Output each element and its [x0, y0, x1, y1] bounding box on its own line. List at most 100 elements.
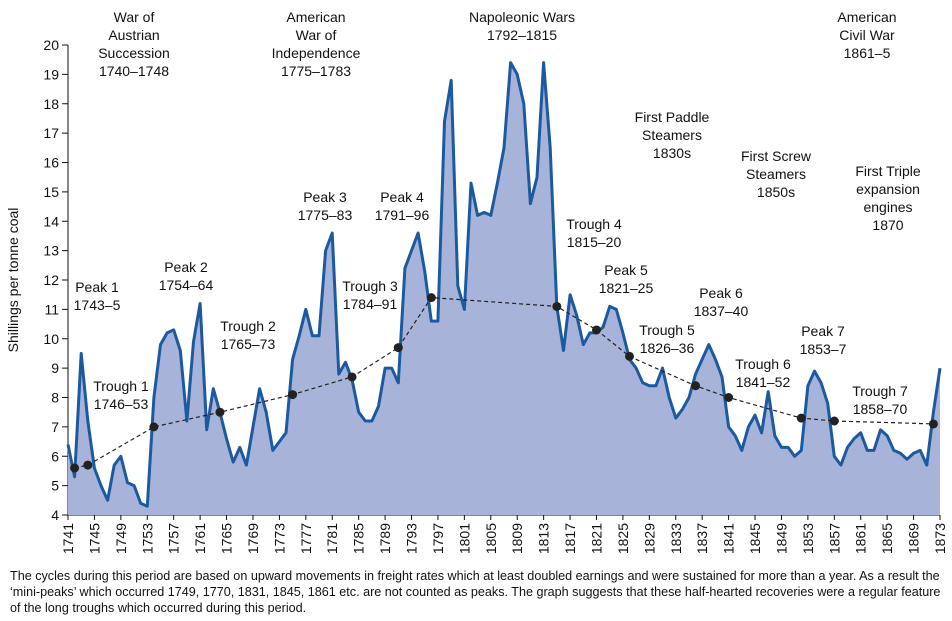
x-tick-label: 1845 — [747, 523, 763, 554]
y-tick-label: 18 — [43, 96, 59, 112]
annotation: Independence — [272, 45, 361, 61]
annotation: 1784–91 — [343, 296, 398, 312]
annotation: 1792–1815 — [487, 27, 557, 43]
annotation: engines — [863, 199, 912, 215]
x-tick-label: 1837 — [694, 523, 710, 554]
y-tick-label: 17 — [43, 125, 59, 141]
annotation: 1826–36 — [640, 340, 695, 356]
x-tick-label: 1821 — [588, 523, 604, 554]
x-tick-label: 1801 — [456, 523, 472, 554]
annotation: 1740–1748 — [99, 63, 169, 79]
annotation: Trough 7 — [852, 383, 908, 399]
annotation: 1791–96 — [375, 207, 430, 223]
annotation: 1853–7 — [800, 341, 847, 357]
trend-point — [426, 293, 436, 303]
y-axis-label: Shillings per tonne coal — [5, 208, 21, 353]
x-tick-label: 1785 — [351, 523, 367, 554]
area — [68, 62, 940, 515]
trend-point — [288, 390, 298, 400]
annotation: 1754–64 — [159, 277, 214, 293]
x-tick-label: 1813 — [536, 523, 552, 554]
annotation: 1870 — [872, 217, 903, 233]
annotation: Trough 6 — [735, 356, 791, 372]
annotation: Peak 6 — [699, 285, 743, 301]
trend-point — [347, 372, 357, 382]
x-tick-label: 1745 — [86, 523, 102, 554]
trend-point — [70, 463, 80, 473]
trend-point — [724, 393, 734, 402]
x-tick-label: 1773 — [271, 523, 287, 554]
trend-point — [393, 343, 403, 353]
x-tick-label: 1869 — [906, 523, 922, 554]
x-tick-label: 1849 — [773, 523, 789, 554]
annotation: 1858–70 — [853, 401, 908, 417]
x-tick-label: 1841 — [721, 523, 737, 554]
annotation: expansion — [856, 181, 920, 197]
annotation: Trough 4 — [566, 216, 622, 232]
trend-point — [829, 416, 839, 426]
x-tick-label: 1865 — [879, 523, 895, 554]
annotation: American — [837, 9, 896, 25]
annotation: Trough 2 — [220, 318, 276, 334]
trend-line — [74, 296, 934, 469]
y-tick-label: 9 — [51, 360, 59, 376]
annotation: 1815–20 — [567, 234, 622, 250]
y-tick-label: 13 — [43, 243, 59, 259]
trend-point — [625, 351, 635, 361]
y-tick-label: 19 — [43, 66, 59, 82]
x-tick-label: 1753 — [139, 523, 155, 554]
x-tick-label: 1761 — [192, 523, 208, 554]
x-tick-label: 1749 — [113, 523, 129, 554]
x-tick-label: 1833 — [668, 523, 684, 554]
x-tick-label: 1853 — [800, 523, 816, 554]
annotation: Napoleonic Wars — [469, 9, 575, 25]
annotation: Peak 2 — [164, 259, 208, 275]
annotation: 1841–52 — [736, 374, 791, 390]
annotation: First Screw — [741, 148, 812, 164]
annotation: 1743–5 — [74, 297, 121, 313]
x-tick-label: 1861 — [853, 523, 869, 554]
y-tick-label: 16 — [43, 155, 59, 171]
trend-point — [591, 325, 601, 335]
trend-point — [691, 381, 701, 391]
y-tick-label: 14 — [43, 213, 59, 229]
x-tick-label: 1777 — [298, 523, 314, 554]
annotation: Peak 1 — [75, 279, 119, 295]
y-tick-label: 5 — [51, 478, 59, 494]
line — [66, 61, 942, 508]
x-tick-label: 1741 — [60, 523, 76, 554]
annotation: Trough 3 — [342, 278, 398, 294]
caption: The cycles during this period are based … — [10, 569, 941, 615]
trend-point — [928, 419, 938, 429]
y-tick-label: 12 — [43, 272, 59, 288]
y-tick-label: 15 — [43, 184, 59, 200]
trend-point — [215, 407, 225, 417]
x-tick-label: 1817 — [562, 523, 578, 554]
trend-point — [796, 413, 806, 423]
annotation: 1746–53 — [94, 396, 149, 412]
annotation: Peak 3 — [303, 189, 347, 205]
annotation: First Triple — [855, 163, 921, 179]
x-tick-label: 1797 — [430, 523, 446, 554]
y-tick-label: 7 — [51, 419, 59, 435]
y-tick-label: 10 — [43, 331, 59, 347]
annotation: War of — [296, 27, 337, 43]
annotation: 1837–40 — [694, 303, 749, 319]
annotation: 1861–5 — [844, 45, 891, 61]
annotation: Trough 1 — [93, 378, 149, 394]
x-tick-label: 1857 — [826, 523, 842, 554]
annotation: Succession — [98, 45, 170, 61]
trend-point — [552, 301, 562, 311]
y-tick-label: 6 — [51, 448, 59, 464]
y-tick-label: 8 — [51, 390, 59, 406]
x-tick-label: 1765 — [219, 523, 235, 554]
x-tick-label: 1873 — [932, 523, 948, 554]
annotation: Peak 7 — [801, 323, 845, 339]
x-tick-label: 1793 — [404, 523, 420, 554]
trend-point — [83, 460, 93, 470]
annotation: 1775–1783 — [281, 63, 351, 79]
annotation: Austrian — [108, 27, 159, 43]
annotation: Trough 5 — [639, 322, 695, 338]
annotation: War of — [114, 9, 155, 25]
